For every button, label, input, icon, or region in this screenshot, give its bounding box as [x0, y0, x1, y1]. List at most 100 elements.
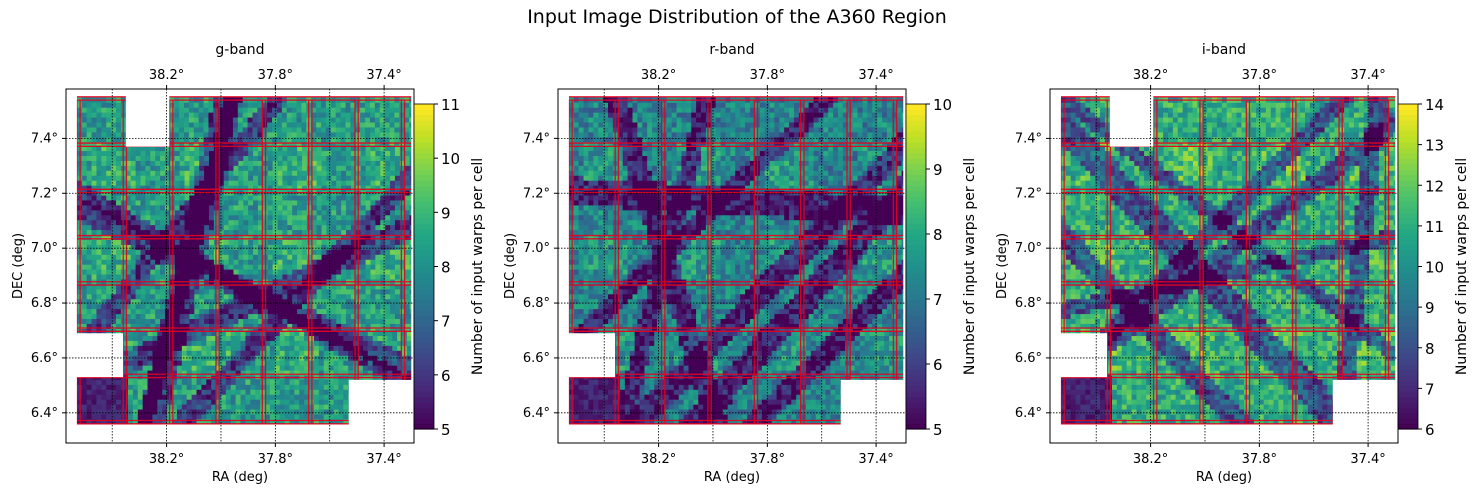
heatmap-cell: [192, 404, 197, 410]
heatmap-cell: [155, 249, 160, 255]
heatmap-cell: [380, 155, 385, 161]
heatmap-cell: [642, 117, 647, 123]
heatmap-cell: [336, 239, 341, 245]
heatmap-cell: [370, 127, 375, 133]
heatmap-cell: [390, 122, 395, 128]
heatmap-cell: [175, 264, 180, 270]
heatmap-cell: [145, 230, 150, 236]
colorbar-segment: [414, 256, 434, 262]
heatmap-cell: [238, 313, 243, 319]
heatmap-cell: [341, 309, 346, 315]
heatmap-cell: [233, 210, 238, 216]
colorbar-segment: [414, 142, 434, 148]
colorbar-segment: [414, 304, 434, 310]
heatmap-cell: [297, 155, 302, 161]
colorbar-segment: [414, 261, 434, 267]
heatmap-cell: [194, 220, 199, 226]
heatmap-cell: [345, 102, 350, 108]
heatmap-cell: [312, 289, 317, 295]
heatmap-cell: [185, 195, 190, 201]
heatmap-cell: [382, 365, 387, 371]
heatmap-cell: [312, 259, 317, 265]
heatmap-cell: [82, 107, 87, 113]
heatmap-cell: [341, 259, 346, 265]
heatmap-cell: [361, 249, 366, 255]
heatmap-cell: [334, 389, 339, 395]
heatmap-cell: [677, 127, 682, 133]
heatmap-cell: [180, 244, 185, 250]
heatmap-cell: [365, 127, 370, 133]
heatmap-cell: [336, 318, 341, 324]
heatmap-cell: [248, 150, 253, 156]
heatmap-cell: [348, 345, 353, 351]
heatmap-cell: [145, 225, 150, 231]
heatmap-cell: [608, 107, 613, 113]
heatmap-cell: [194, 318, 199, 324]
heatmap-cell: [201, 340, 206, 346]
heatmap-cell: [280, 345, 285, 351]
heatmap-cell: [177, 345, 182, 351]
y-tick-label: 6.4°: [31, 406, 58, 421]
heatmap-cell: [667, 102, 672, 108]
heatmap-cell: [179, 137, 184, 143]
heatmap-cell: [268, 264, 273, 270]
heatmap-cell: [145, 180, 150, 186]
heatmap-cell: [292, 155, 297, 161]
heatmap-cell: [157, 335, 162, 341]
heatmap-cell: [128, 399, 133, 405]
heatmap-cell: [322, 259, 327, 265]
heatmap-cell: [116, 318, 121, 324]
heatmap-cell: [361, 230, 366, 236]
colorbar-segment: [414, 348, 434, 354]
heatmap-cell: [287, 254, 292, 260]
heatmap-cell: [96, 150, 101, 156]
heatmap-cell: [382, 345, 387, 351]
heatmap-cell: [363, 360, 368, 366]
heatmap-cell: [87, 294, 92, 300]
heatmap-cell: [175, 175, 180, 181]
heatmap-cell: [101, 409, 106, 415]
heatmap-cell: [248, 210, 253, 216]
heatmap-cell: [623, 107, 628, 113]
heatmap-cell: [245, 340, 250, 346]
heatmap-cell: [194, 200, 199, 206]
heatmap-cell: [270, 340, 275, 346]
heatmap-cell: [136, 239, 141, 245]
heatmap-cell: [338, 389, 343, 395]
heatmap-cell: [361, 269, 366, 275]
heatmap-cell: [133, 379, 138, 385]
heatmap-cell: [245, 365, 250, 371]
heatmap-cell: [150, 269, 155, 275]
heatmap-cell: [375, 215, 380, 221]
heatmap-cell: [192, 365, 197, 371]
heatmap-cell: [267, 122, 272, 128]
heatmap-cell: [152, 394, 157, 400]
heatmap-cell: [334, 360, 339, 366]
empty-region: [126, 89, 170, 147]
heatmap-cell: [204, 289, 209, 295]
heatmap-cell: [302, 200, 307, 206]
heatmap-cell: [326, 230, 331, 236]
heatmap-cell: [82, 225, 87, 231]
heatmap-cell: [267, 132, 272, 138]
heatmap-cell: [345, 107, 350, 113]
heatmap-cell: [366, 254, 371, 260]
heatmap-cell: [331, 249, 336, 255]
heatmap-cell: [804, 132, 809, 138]
heatmap-cell: [152, 345, 157, 351]
heatmap-cell: [133, 350, 138, 356]
heatmap-cell: [297, 220, 302, 226]
colorbar-segment: [414, 277, 434, 283]
heatmap-cell: [371, 210, 376, 216]
heatmap-cell: [199, 274, 204, 280]
heatmap-cell: [302, 215, 307, 221]
heatmap-cell: [185, 274, 190, 280]
heatmap-cell: [143, 360, 148, 366]
heatmap-cell: [177, 335, 182, 341]
heatmap-cell: [192, 394, 197, 400]
heatmap-cell: [691, 132, 696, 138]
heatmap-cell: [223, 107, 228, 113]
heatmap-cell: [238, 210, 243, 216]
heatmap-cell: [238, 269, 243, 275]
heatmap-cell: [143, 335, 148, 341]
